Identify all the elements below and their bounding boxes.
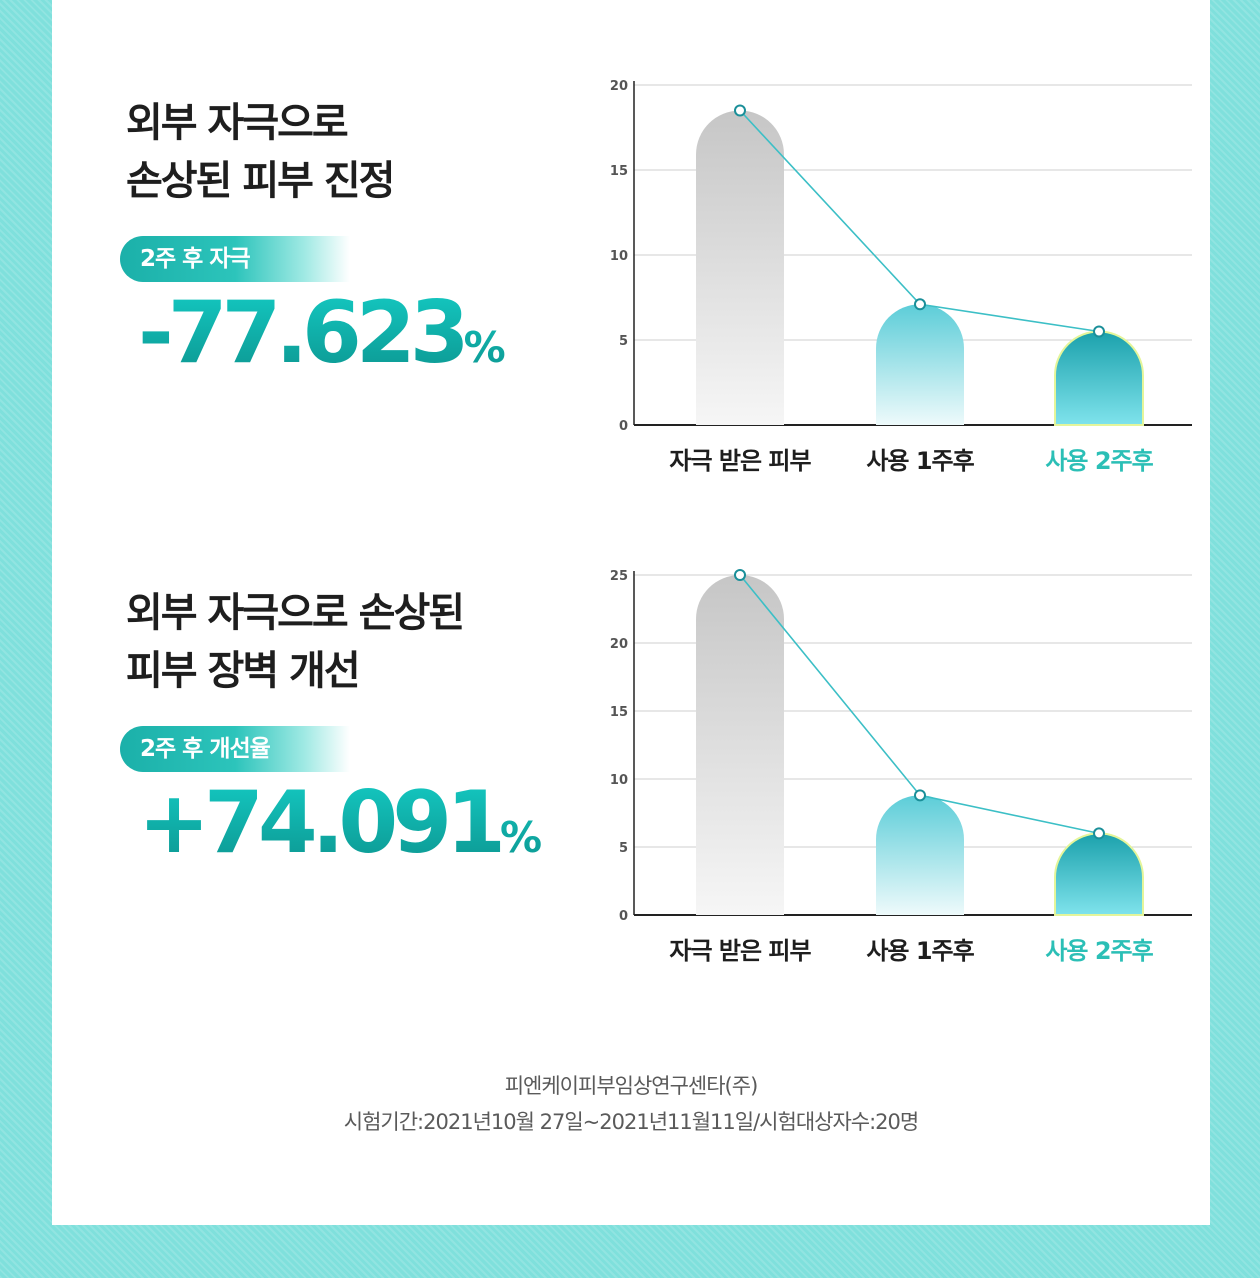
chart-barrier: 0 5 10 15 20 25 자극 받은 피부 사용 1주후 사용 2주후 (610, 569, 1192, 965)
bar (696, 110, 784, 426)
chart-soothing: 0 5 10 15 20 자극 받은 피부 사용 1주후 사용 2주후 (610, 79, 1192, 475)
bar (876, 304, 964, 425)
data-point (914, 298, 926, 311)
y-tick-label: 15 (610, 705, 628, 720)
result-badge: 2주 후 자극 (120, 236, 350, 282)
data-point (1093, 325, 1105, 338)
data-point (734, 569, 746, 581)
content-card: 외부 자극으로 손상된 피부 진정 2주 후 자극 -77.623% 0 5 10 1… (52, 0, 1210, 1225)
x-tick-label: 사용 1주후 (866, 447, 974, 475)
result-value: +74.091% (138, 778, 542, 883)
y-tick-label: 10 (610, 773, 628, 788)
section-barrier: 외부 자극으로 손상된 피부 장벽 개선 2주 후 개선율 +74.091% 0… (52, 490, 1210, 970)
result-number: +74.091 (138, 773, 500, 873)
y-tick-label: 0 (619, 909, 628, 924)
y-tick-label: 5 (619, 334, 628, 349)
bar (1054, 330, 1144, 426)
y-tick-label: 0 (619, 419, 628, 434)
section-title: 외부 자극으로 손상된 피부 진정 (126, 100, 395, 204)
bar (876, 795, 964, 915)
result-number: -77.623 (138, 283, 464, 383)
section-soothing: 외부 자극으로 손상된 피부 진정 2주 후 자극 -77.623% 0 5 10 1… (52, 0, 1210, 480)
y-tick-label: 10 (610, 249, 628, 264)
bar (1054, 832, 1144, 916)
y-tick-label: 15 (610, 164, 628, 179)
x-tick-label: 자극 받은 피부 (669, 937, 811, 965)
section-title: 외부 자극으로 손상된 피부 장벽 개선 (126, 590, 465, 694)
data-point (914, 789, 926, 802)
footer-line-1: 피엔케이피부임상연구센타(주) (504, 1074, 759, 1098)
y-tick-label: 5 (619, 841, 628, 856)
bar (696, 575, 784, 915)
y-tick-label: 25 (610, 569, 628, 584)
data-point (734, 104, 746, 117)
result-badge: 2주 후 개선율 (120, 726, 350, 772)
data-point (1093, 827, 1105, 840)
result-unit: % (499, 813, 543, 862)
x-tick-label: 자극 받은 피부 (669, 447, 811, 475)
result-unit: % (463, 323, 506, 372)
x-tick-label: 사용 2주후 (1045, 937, 1153, 965)
footer-note: 피엔케이피부임상연구센타(주) 시험기간:2021년10월 27일~2021년1… (52, 1068, 1210, 1140)
result-value: -77.623% (138, 288, 506, 393)
y-tick-label: 20 (610, 637, 628, 652)
y-tick-label: 20 (610, 79, 628, 94)
footer-line-2: 시험기간:2021년10월 27일~2021년11월11일/시험대상자수:20명 (343, 1110, 919, 1134)
x-tick-label: 사용 2주후 (1045, 447, 1153, 475)
x-tick-label: 사용 1주후 (866, 937, 974, 965)
